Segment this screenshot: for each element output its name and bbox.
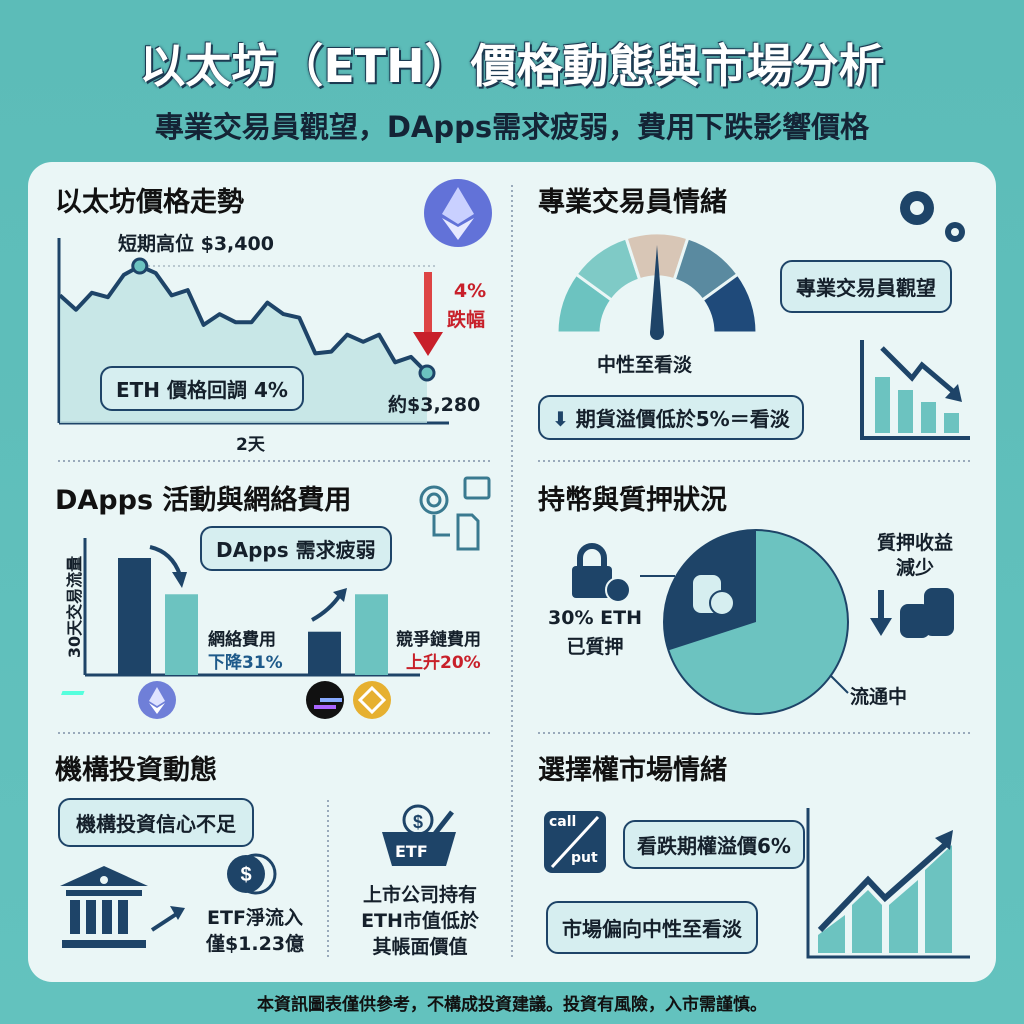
- solana-logo-icon: [61, 681, 344, 719]
- down-arrow-icon: ⬇: [552, 407, 569, 431]
- institution-section-title: 機構投資動態: [55, 755, 217, 786]
- disclaimer: 本資訊圖表僅供參考，不構成投資建議。投資有風險，入市需謹慎。: [257, 995, 767, 1015]
- yield-line1: 質押收益: [876, 532, 953, 554]
- gauge-hub: [650, 326, 664, 340]
- etf-inflow-line1: ETF淨流入: [207, 907, 303, 929]
- staked-line1: 30% ETH: [548, 607, 642, 629]
- bar: [308, 631, 341, 675]
- dapps-bar-chart: [83, 538, 420, 677]
- up-curve-arrow-icon: [311, 593, 342, 622]
- drop-label: 跌幅: [447, 309, 486, 331]
- down-curve-arrow-icon: [149, 545, 182, 576]
- price-line: [58, 264, 429, 375]
- futures-callout: ⬇ 期貨溢價低於5%＝看淡: [538, 395, 804, 440]
- page-subtitle: 專業交易員觀望，DApps需求疲弱，費用下跌影響價格: [154, 110, 870, 144]
- put-label: put: [571, 850, 598, 866]
- company-line2: ETH市值低於: [361, 910, 479, 932]
- market-bias-callout: 市場偏向中性至看淡: [546, 901, 758, 954]
- up-arrow-icon: [150, 906, 185, 932]
- ethereum-logo-icon: [138, 681, 176, 719]
- put-premium-callout: 看跌期權溢價6%: [623, 820, 805, 869]
- rival-fee-change: 上升20%: [406, 653, 481, 673]
- y-axis-label: 30天交易流量: [65, 555, 85, 659]
- lock-eth-icon: [572, 543, 631, 603]
- gauge-needle: [650, 245, 664, 333]
- circulating-label: 流通中: [850, 686, 908, 708]
- price-point: [131, 257, 149, 275]
- bank-icon: [60, 866, 148, 948]
- institution-callout: 機構投資信心不足: [58, 798, 254, 847]
- drop-pct: 4%: [453, 280, 487, 302]
- eth-coin-icon: [709, 590, 735, 616]
- etf-basket-label: ETF: [395, 842, 428, 861]
- declining-bar-chart-icon: [860, 340, 970, 440]
- svg-text:$: $: [240, 864, 251, 886]
- options-section-title: 選擇權市場情緒: [538, 755, 727, 786]
- company-line3: 其帳面價值: [372, 936, 468, 958]
- ethereum-logo-icon: [424, 179, 492, 247]
- rival-fee-label: 競爭鏈費用: [396, 630, 481, 650]
- fee-label: 網絡費用: [208, 630, 276, 650]
- end-price-label: 約$3,280: [388, 394, 481, 416]
- page-title: 以太坊（ETH）價格動態與市場分析: [139, 39, 885, 93]
- drop-arrow-shaft: [424, 272, 432, 334]
- gauge-segment: [700, 272, 759, 335]
- call-label: call: [549, 814, 577, 830]
- fee-change: 下降31%: [208, 653, 283, 673]
- down-arrow-icon: [870, 590, 892, 636]
- staked-line2: 已質押: [566, 636, 624, 658]
- drop-arrow-icon: [413, 332, 443, 356]
- rising-chart-icon: [806, 808, 970, 959]
- gauge-label: 中性至看淡: [597, 354, 693, 376]
- price-section-title: 以太坊價格走勢: [55, 187, 244, 218]
- dapps-section-title: DApps 活動與網絡費用: [55, 485, 352, 516]
- futures-text: 期貨溢價低於5%＝看淡: [575, 407, 790, 431]
- gear-document-icon: [419, 476, 491, 551]
- coin-stack-icon: [900, 588, 954, 638]
- etf-basket-icon: $: [382, 804, 456, 866]
- staking-pie-chart: [663, 529, 849, 715]
- sentiment-gauge: [555, 231, 759, 340]
- company-line1: 上市公司持有: [362, 884, 477, 906]
- bar: [165, 594, 198, 675]
- staking-section-title: 持幣與質押狀況: [538, 485, 727, 516]
- price-callout: ETH 價格回調 4%: [100, 366, 304, 411]
- bar: [118, 558, 151, 675]
- call-put-icon: [544, 811, 606, 873]
- etf-inflow-line2: 僅$1.23億: [205, 933, 305, 955]
- sentiment-callout: 專業交易員觀望: [780, 260, 952, 313]
- bar: [355, 594, 388, 675]
- high-label: 短期高位 $3,400: [118, 233, 274, 255]
- gears-icon: [900, 191, 965, 242]
- x-axis-label: 2天: [236, 435, 265, 455]
- yield-line2: 減少: [895, 557, 934, 579]
- price-point: [418, 364, 436, 382]
- svg-text:$: $: [413, 812, 423, 832]
- dapps-callout: DApps 需求疲弱: [200, 526, 392, 571]
- coins-icon: $: [227, 853, 277, 895]
- bnb-logo-icon: [353, 681, 391, 719]
- sentiment-section-title: 專業交易員情緒: [538, 187, 727, 218]
